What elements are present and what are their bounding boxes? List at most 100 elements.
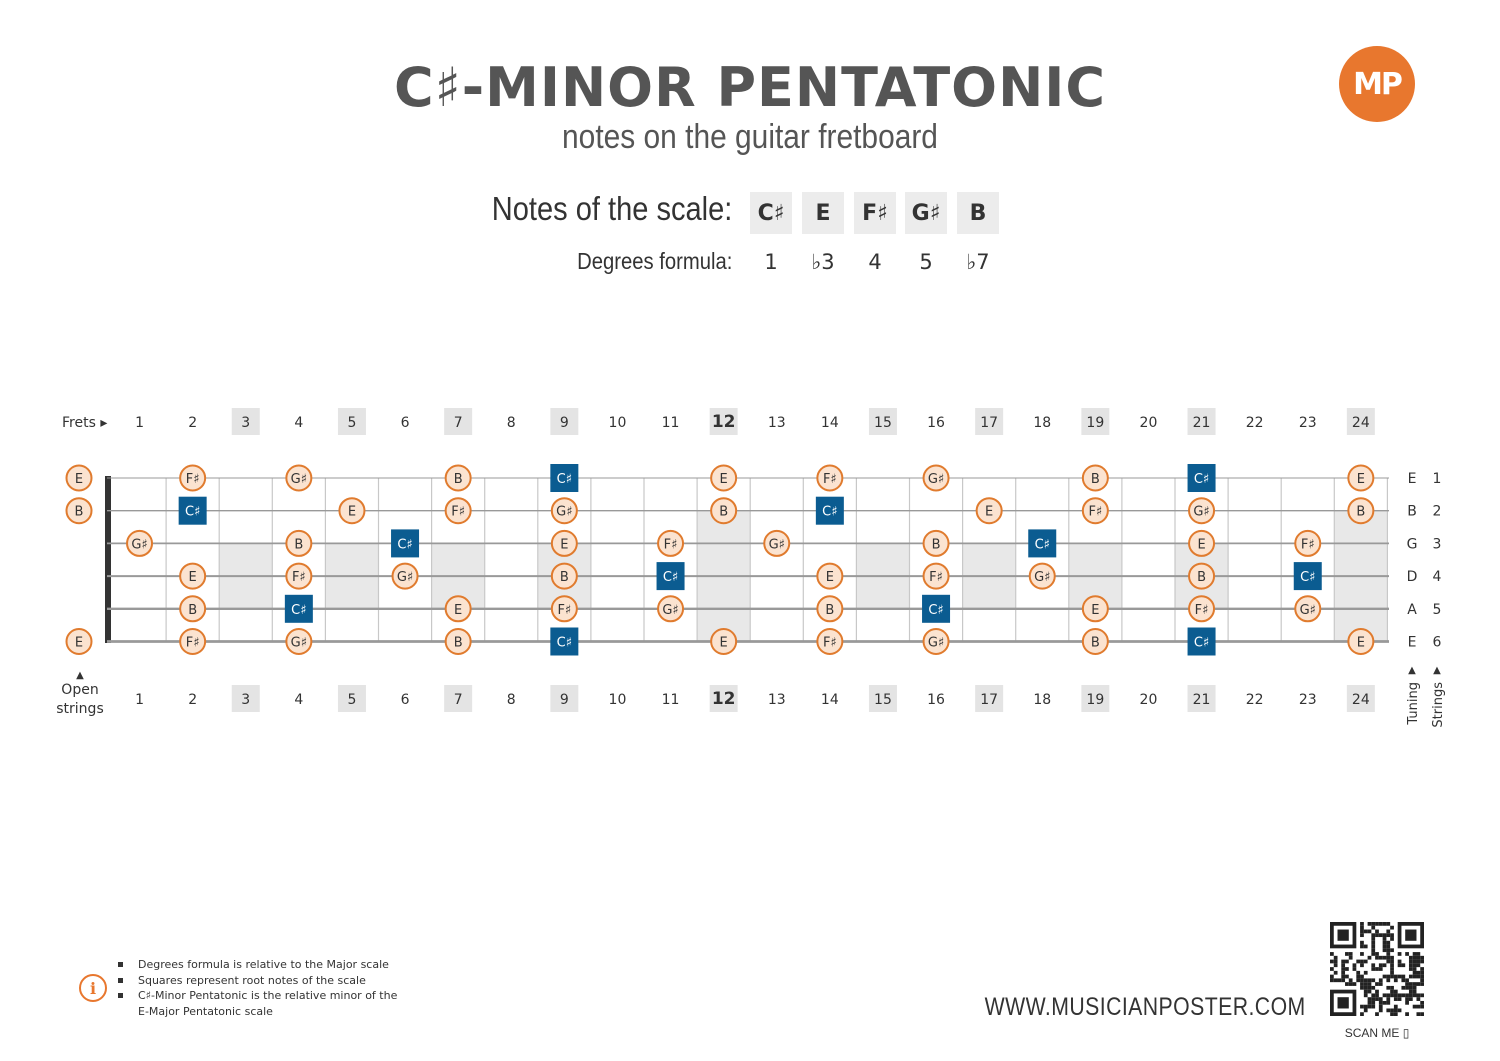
note-circle: [922, 529, 950, 557]
fretboard-diagram: 1 2 3 4 5 6 7 8 9 10 11 12 13 14 15 16 17 18 19 20 21 22 23 241…: [56, 408, 1446, 728]
note-label: E: [1091, 603, 1099, 618]
note-circle: [1347, 628, 1375, 655]
root-note-square: [178, 496, 207, 525]
frets-label: Frets ▸: [62, 415, 107, 431]
note-circle: [444, 628, 472, 655]
fret-number-bg: [337, 408, 366, 435]
fret-number-bg: [1081, 408, 1110, 435]
note-label: B: [75, 505, 84, 520]
open-strings-label: Open: [61, 682, 98, 698]
scan-me-label: SCAN ME ▯: [1344, 1026, 1410, 1040]
fret-number-top: 24: [1352, 415, 1370, 431]
footer-note-continued: E-Major Pentatonic scale: [138, 1004, 273, 1018]
root-note-label: C♯: [928, 603, 943, 618]
root-note-square: [922, 594, 951, 623]
note-circle: [285, 464, 313, 492]
root-note-label: C♯: [1194, 636, 1209, 651]
root-note-label: C♯: [557, 636, 572, 651]
note-circle: [550, 595, 578, 623]
fret-number-bg: [231, 685, 260, 712]
fret-number-bottom: 15: [874, 692, 892, 708]
note-circle: [1294, 529, 1322, 557]
fret-number-bottom: 9: [560, 692, 569, 708]
note-circle: [65, 628, 93, 655]
website-link[interactable]: WWW.MUSICIANPOSTER.COM: [984, 993, 1306, 1021]
note-circle: [391, 562, 419, 590]
fret-number-top: 22: [1246, 415, 1264, 431]
note-label: B: [1091, 472, 1100, 487]
string-tuning: D: [1407, 569, 1418, 585]
scale-note-3: F♯: [854, 192, 896, 234]
note-circle: [816, 562, 844, 590]
fret-number-bottom: 16: [927, 692, 945, 708]
note-label: E: [560, 537, 568, 552]
note-circle: [816, 464, 844, 492]
nut: [105, 476, 111, 643]
note-circle: [1081, 497, 1109, 525]
root-note-label: C♯: [663, 570, 678, 585]
fret-number-bg: [868, 408, 897, 435]
fret-number-bg: [231, 408, 260, 435]
fret-number-bottom: 21: [1193, 692, 1211, 708]
fret-number-bottom: 13: [768, 692, 786, 708]
fret-number-top: 15: [874, 415, 892, 431]
fret-number-bg: [1346, 685, 1375, 712]
fret-number-top: 7: [454, 415, 463, 431]
string-tuning: E: [1408, 635, 1417, 651]
qr-code[interactable]: [1330, 922, 1424, 1016]
note-circle: [285, 628, 313, 655]
note-circle: [657, 595, 685, 623]
note-circle: [65, 464, 93, 492]
fret-number-top: 2: [188, 415, 197, 431]
scale-degree-2: ♭3: [811, 250, 835, 274]
note-label: F♯: [1088, 505, 1102, 520]
fret-number-bottom: 22: [1246, 692, 1264, 708]
note-label: B: [1091, 636, 1100, 651]
note-circle: [179, 562, 207, 590]
fret-number-bottom: 6: [401, 692, 410, 708]
open-strings-label: strings: [56, 701, 103, 717]
fret-number-bottom: 17: [980, 692, 998, 708]
note-label: E: [189, 570, 197, 585]
degrees-formula-label: Degrees formula:: [576, 248, 732, 274]
scale-degree-4: 5: [919, 250, 933, 274]
root-note-label: C♯: [1035, 537, 1050, 552]
note-label: B: [1356, 505, 1365, 520]
note-circle: [1347, 464, 1375, 492]
note-label: F♯: [1301, 537, 1315, 552]
root-note-label: C♯: [291, 603, 306, 618]
fret-number-bottom: 5: [347, 692, 356, 708]
fret-number-top: 17: [980, 415, 998, 431]
fret-number-top: 8: [507, 415, 516, 431]
fret-number-bottom: 20: [1140, 692, 1158, 708]
note-label: G♯: [1193, 505, 1209, 520]
note-label: B: [825, 603, 834, 618]
note-circle: [763, 529, 791, 557]
fret-number-bottom: 14: [821, 692, 839, 708]
note-label: G♯: [769, 537, 785, 552]
root-note-label: C♯: [1194, 472, 1209, 487]
string-number: 1: [1433, 471, 1442, 487]
fret-number-bg: [337, 685, 366, 712]
fret-number-bottom: 23: [1299, 692, 1317, 708]
root-note-square: [550, 464, 579, 492]
note-circle: [922, 562, 950, 590]
note-circle: [285, 529, 313, 557]
note-circle: [285, 562, 313, 590]
note-label: B: [560, 570, 569, 585]
fret-number-bg: [1081, 685, 1110, 712]
note-label: B: [454, 472, 463, 487]
note-label: G♯: [556, 505, 572, 520]
footer-note: Squares represent root notes of the scal…: [112, 973, 397, 989]
note-label: E: [1197, 537, 1205, 552]
note-circle: [922, 628, 950, 655]
info-icon: i: [79, 974, 107, 1002]
root-note-square: [1187, 627, 1216, 656]
note-circle: [1028, 562, 1056, 590]
fret-number-top: 18: [1033, 415, 1051, 431]
scale-degree-5: ♭7: [966, 250, 990, 274]
fret-number-top: 19: [1086, 415, 1104, 431]
fret-number-top: 23: [1299, 415, 1317, 431]
root-note-square: [815, 496, 844, 525]
footer-note: Degrees formula is relative to the Major…: [112, 957, 397, 973]
